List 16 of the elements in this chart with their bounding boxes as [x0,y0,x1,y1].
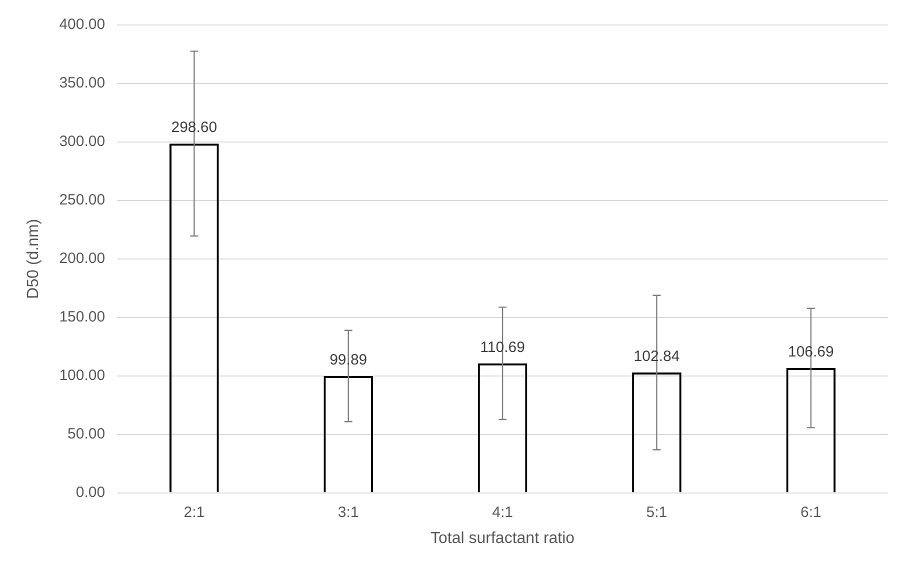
y-tick-label: 400.00 [59,16,106,34]
y-tick-label: 150.00 [59,308,106,326]
x-tick-label: 4:1 [492,504,513,521]
y-tick-label: 300.00 [59,133,106,150]
x-tick-label: 3:1 [338,504,359,521]
y-tick-label: 50.00 [68,425,106,442]
x-tick-label: 2:1 [184,504,205,521]
y-tick-label: 200.00 [59,250,106,268]
y-tick-label: 350.00 [59,74,106,92]
y-tick-label: 250.00 [59,192,106,209]
x-tick-label: 5:1 [646,504,668,521]
y-axis-title: D50 (d.nm) [25,218,42,299]
y-tick-label: 0.00 [76,484,106,501]
y-tick-label: 100.00 [59,366,106,384]
x-axis-title: Total surfactant ratio [430,530,575,547]
x-tick-label: 6:1 [800,504,822,521]
